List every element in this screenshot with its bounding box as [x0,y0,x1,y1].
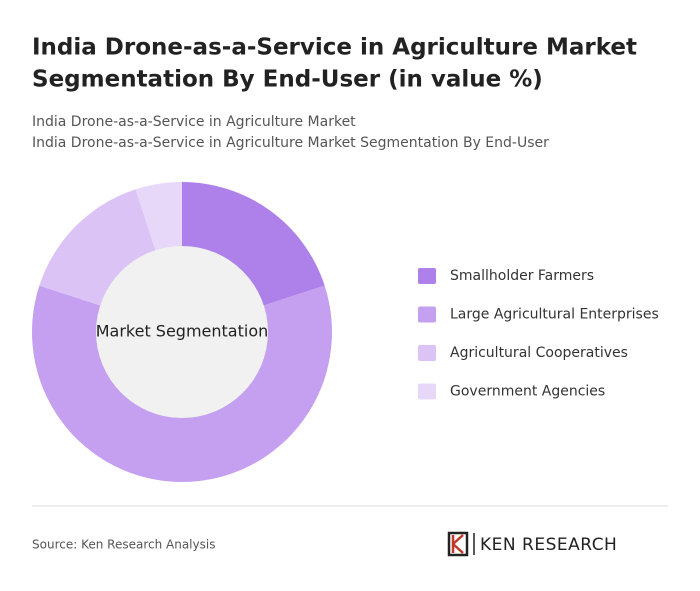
source: Source: Ken Research Analysis [32,538,215,552]
title: India Drone-as-a-Service in Agriculture … [32,35,637,61]
subtitle: India Drone-as-a-Service in Agriculture … [32,114,356,130]
subtitle: India Drone-as-a-Service in Agriculture … [32,135,549,151]
legend: Smallholder Farmers Large Agricultural En… [418,268,659,400]
logo-icon [447,531,469,557]
donut-hole [96,246,268,418]
legend-swatch [418,306,436,323]
legend-label: Large Agricultural Enterprises [450,307,659,323]
legend-label: Agricultural Cooperatives [450,345,628,361]
legend-swatch [418,345,436,361]
legend-swatch [418,268,436,284]
legend-label: Government Agencies [450,384,605,400]
title: Segmentation By End-User (in value %) [32,67,543,93]
logo-icon [451,534,464,554]
logo-text: KEN RESEARCH [480,535,617,555]
legend-label: Smallholder Farmers [450,268,594,284]
legend-swatch [418,383,436,400]
center-label: Market Segmentation [96,322,269,341]
